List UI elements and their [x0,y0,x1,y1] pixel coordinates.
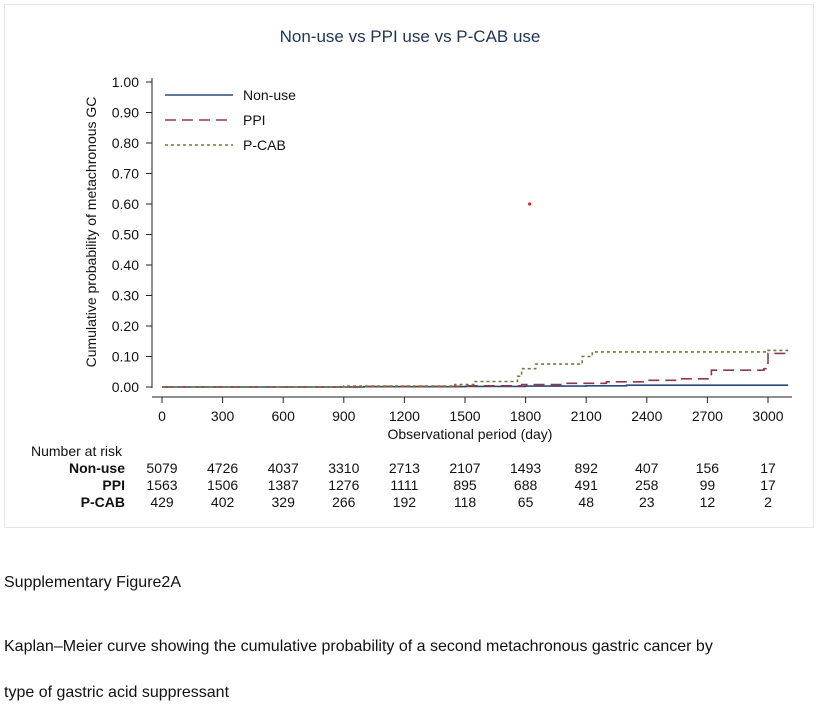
y-axis-label: Cumulative probability of metachronous G… [83,97,99,368]
x-tick-label: 900 [332,408,356,424]
y-tick-label: 0.10 [112,349,139,365]
y-tick-label: 0.70 [112,166,139,182]
risk-value: 407 [635,460,659,476]
risk-value: 2107 [449,460,480,476]
x-tick-label: 2100 [571,408,602,424]
x-tick-label: 2700 [692,408,723,424]
risk-value: 402 [211,494,235,510]
risk-value: 17 [760,460,776,476]
risk-value: 12 [700,494,716,510]
y-tick-label: 0.80 [112,135,139,151]
km-chart: Non-use vs PPI use vs P-CAB use Cumulati… [31,27,792,510]
risk-value: 17 [760,477,776,493]
risk-value: 1563 [146,477,177,493]
x-tick-label: 0 [158,408,166,424]
risk-value: 491 [575,477,599,493]
risk-row-label: PPI [102,477,125,493]
y-ticks: 0.00 0.10 0.20 0.30 0.40 0.50 0.60 0.70 0.80 0.90… [112,74,152,395]
risk-value: 23 [639,494,655,510]
figure-caption-line-1: Kaplan–Meier curve showing the cumulativ… [4,638,713,655]
y-tick-label: 0.60 [112,196,139,212]
risk-table: Number at risk Non-use 5079 4726 4037 3310 27… [31,443,776,510]
risk-value: 2713 [389,460,420,476]
risk-value: 1493 [510,460,541,476]
risk-value: 1506 [207,477,238,493]
risk-value: 3310 [328,460,359,476]
risk-value: 118 [454,494,477,510]
risk-value: 688 [514,477,538,493]
y-tick-label: 0.30 [112,288,139,304]
series-line-non-use [162,384,789,388]
chart-title: Non-use vs PPI use vs P-CAB use [280,27,541,46]
risk-value: 48 [578,494,594,510]
annotation-marks [528,202,532,206]
series-line-ppi [162,352,789,388]
risk-value: 266 [332,494,356,510]
y-tick-label: 0.90 [112,105,139,121]
risk-value: 892 [575,460,599,476]
figure-panel: Non-use vs PPI use vs P-CAB use Cumulati… [4,4,814,528]
risk-value: 895 [453,477,477,493]
risk-value: 4037 [268,460,299,476]
legend-label: P-CAB [243,137,286,153]
x-ticks: 0 300 600 900 1200 1500 1800 2100 2400 2700 3000 [158,397,784,424]
legend-label: PPI [243,112,266,128]
risk-value: 2 [764,494,772,510]
series-line-p-cab [162,349,789,388]
x-tick-label: 1800 [510,408,541,424]
risk-value: 192 [393,494,417,510]
y-tick-label: 0.00 [112,379,139,395]
x-tick-label: 1500 [449,408,480,424]
x-tick-label: 2400 [631,408,662,424]
x-tick-label: 1200 [389,408,420,424]
y-tick-label: 1.00 [112,74,139,90]
figure-label: Supplementary Figure2A [4,574,181,591]
x-axis-label: Observational period (day) [388,426,553,442]
x-tick-label: 600 [272,408,296,424]
risk-value: 4726 [207,460,238,476]
risk-table-title: Number at risk [31,443,123,459]
risk-value: 258 [635,477,659,493]
risk-value: 1111 [390,477,418,493]
risk-value: 329 [272,494,296,510]
figure-caption-line-2: type of gastric acid suppressant [4,684,230,701]
risk-value: 1276 [328,477,359,493]
risk-value: 99 [700,477,716,493]
y-tick-label: 0.50 [112,227,139,243]
risk-value: 65 [518,494,534,510]
x-tick-label: 300 [211,408,235,424]
risk-value: 5079 [146,460,177,476]
y-tick-label: 0.20 [112,318,139,334]
stray-data-point [528,202,532,206]
risk-row-label: P-CAB [81,494,125,510]
risk-value: 156 [696,460,720,476]
risk-value: 1387 [268,477,299,493]
legend: Non-use PPI P-CAB [165,87,296,153]
legend-label: Non-use [243,87,296,103]
risk-row-label: Non-use [69,460,125,476]
y-tick-label: 0.40 [112,257,139,273]
series-lines [162,349,789,388]
risk-value: 429 [150,494,174,510]
x-tick-label: 3000 [752,408,783,424]
